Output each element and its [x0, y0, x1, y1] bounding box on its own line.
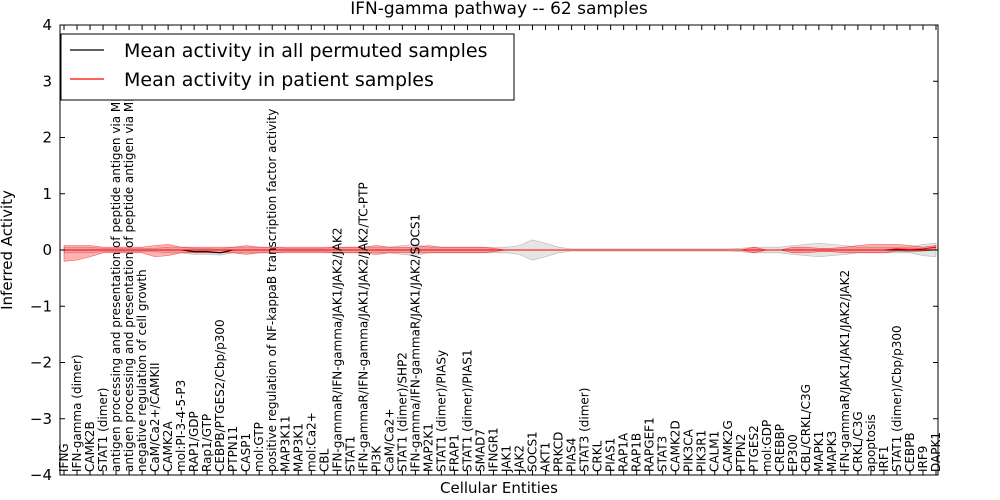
x-axis-label: Cellular Entities	[440, 479, 558, 497]
x-tick-label: PTPN11	[226, 426, 240, 472]
x-tick-label: AKT1	[539, 442, 553, 472]
x-tick-label: PTPN2	[734, 434, 748, 472]
x-tick-label: IFN-gammaR/JAK1/JAK1/JAK2/JAK2	[838, 270, 852, 472]
x-tick-label: CALM1	[708, 431, 722, 472]
y-axis-label: Inferred Activity	[0, 190, 16, 310]
x-tick-label: IFN-gamma (dimer)	[70, 354, 84, 472]
y-tick-label: −3	[30, 410, 52, 428]
x-tick-label: IFN-gammaR/IFN-gamma/JAK1/JAK2/JAK2/TC-P…	[356, 182, 370, 472]
x-tick-label: MAPK3	[825, 431, 839, 472]
x-tick-label: SOCS1	[526, 431, 540, 472]
x-tick-label: CaM/Ca2+	[382, 408, 396, 472]
x-tick-label: IFNG	[57, 443, 71, 472]
x-tick-label: mol:GTP	[252, 422, 266, 472]
x-tick-label: PIK3CA	[682, 428, 696, 472]
x-tick-label: STAT3	[656, 436, 670, 472]
x-tick-label: STAT1 (dimer)/PIASy	[434, 350, 448, 472]
x-tick-label: STAT3 (dimer)	[578, 388, 592, 472]
x-tick-label: PIAS1	[604, 438, 618, 472]
x-tick-label: STAT1 (dimer)/Cbp/p300	[890, 325, 904, 472]
x-tick-label: CRKL	[591, 440, 605, 472]
x-tick-label: RAP1B	[630, 433, 644, 472]
y-tick-label: 2	[42, 129, 52, 147]
x-tick-label: JAK2	[513, 445, 527, 473]
x-tick-label: CAMK2D	[669, 420, 683, 472]
x-tick-label: STAT1	[343, 436, 357, 472]
x-tick-label: CRKL/C3G	[851, 411, 865, 472]
x-tick-label: JAK1	[500, 445, 514, 473]
x-tick-label: PRKCD	[552, 432, 566, 472]
y-tick-label: 4	[42, 16, 52, 34]
x-tick-label: CEBPB/PTGES2/Cbp/p300	[213, 319, 227, 472]
x-tick-label: CEBPB	[903, 432, 917, 472]
x-tick-label: EP300	[786, 434, 800, 472]
x-tick-label: IRF9	[916, 446, 930, 472]
y-tick-label: −4	[30, 466, 52, 484]
x-tick-label: IFN-gamma/IFN-gammaR/JAK1/JAK2/SOCS1	[408, 214, 422, 472]
x-tick-label: STAT1 (dimer)/SHP2	[395, 352, 409, 472]
x-tick-label: MAP3K1	[291, 423, 305, 472]
x-tick-label: CAMK2A	[161, 421, 175, 472]
x-tick-label: negative regulation of cell growth	[135, 269, 149, 472]
chart-title: IFN-gamma pathway -- 62 samples	[350, 0, 648, 19]
x-tick-label: CAMK2G	[721, 420, 735, 472]
x-tick-label: STAT1 (dimer)/PIAS1	[460, 349, 474, 472]
x-tick-label: PIK3R1	[695, 430, 709, 472]
x-tick-label: Rap1/GTP	[200, 414, 214, 472]
x-tick-label: PI3K	[369, 445, 383, 472]
x-tick-label: mol:PI-3-4-5-P3	[174, 380, 188, 472]
legend-box	[60, 33, 515, 101]
x-tick-label: FRAP1	[447, 434, 461, 472]
x-tick-label: CREBBP	[773, 424, 787, 472]
x-tick-label: DAPK1	[929, 432, 943, 472]
x-tick-label: IFNGR1	[486, 427, 500, 472]
y-axis: −4 −3 −2 −1 0 1 2 3 4	[30, 16, 938, 484]
x-tick-label: IFN-gammaR/IFN-gamma/JAK1/JAK2/JAK2	[330, 227, 344, 472]
x-tick-label: RAP1/GDP	[187, 411, 201, 472]
legend-label-permuted: Mean activity in all permuted samples	[124, 40, 487, 62]
x-tick-label: PIAS4	[565, 438, 579, 472]
series-lines	[64, 246, 937, 254]
x-tick-label: antigen processing and presentation of p…	[122, 40, 136, 472]
x-tick-label: mol:GDP	[760, 420, 774, 472]
x-tick-label: CBL	[317, 448, 331, 472]
x-tick-label: PTGES2	[747, 425, 761, 472]
y-tick-label: 0	[42, 241, 52, 259]
x-tick-label: RAP1A	[617, 432, 631, 472]
x-axis: IFNG IFN-gamma (dimer) CAMK2B STAT1 (dimer)…	[57, 25, 943, 475]
band-layer	[63, 239, 937, 262]
x-tick-label: CAMK2B	[83, 421, 97, 472]
y-tick-label: 1	[42, 185, 52, 203]
x-tick-label: CASP1	[239, 433, 253, 472]
series-line-1	[64, 246, 937, 251]
y-tick-label: 3	[42, 72, 52, 90]
x-tick-label: SMAD7	[473, 429, 487, 472]
x-tick-label: antigen processing and presentation of p…	[109, 43, 123, 472]
legend: Mean activity in all permuted samples Me…	[60, 33, 515, 101]
legend-label-patient: Mean activity in patient samples	[124, 69, 434, 91]
y-tick-label: −1	[30, 297, 52, 315]
x-tick-label: STAT1 (dimer)	[96, 388, 110, 472]
x-tick-label: positive regulation of NF-kappaB transcr…	[265, 109, 279, 472]
x-tick-label: CBL/CRKL/C3G	[799, 384, 813, 472]
x-tick-label: MAP3K11	[278, 415, 292, 472]
x-tick-label: mol:Ca2+	[304, 412, 318, 472]
x-tick-label: apoptosis	[864, 414, 878, 472]
x-tick-label: MAPK1	[812, 431, 826, 472]
x-tick-label: MAP2K1	[421, 423, 435, 472]
y-tick-label: −2	[30, 354, 52, 372]
x-tick-label: RAPGEF1	[643, 417, 657, 472]
x-tick-label: IRF1	[877, 446, 891, 472]
x-tick-label: CaM/Ca2+/CAMKII	[148, 363, 162, 472]
